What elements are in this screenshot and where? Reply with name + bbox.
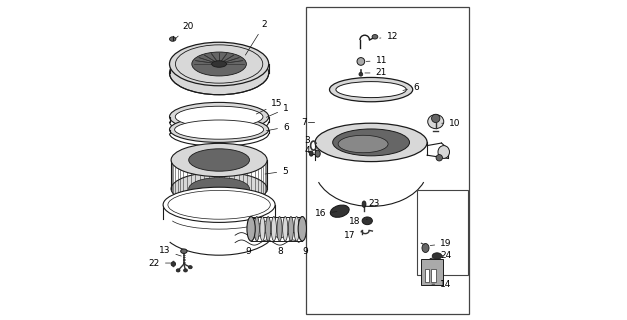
Ellipse shape <box>432 253 442 259</box>
Ellipse shape <box>436 155 443 161</box>
Ellipse shape <box>254 217 260 241</box>
Ellipse shape <box>163 187 275 222</box>
Text: 20: 20 <box>176 22 194 39</box>
Text: 7: 7 <box>302 118 307 127</box>
Text: 11: 11 <box>366 56 387 65</box>
Ellipse shape <box>357 58 365 65</box>
Ellipse shape <box>171 262 176 266</box>
Ellipse shape <box>300 217 305 241</box>
Ellipse shape <box>283 217 288 241</box>
Text: 16: 16 <box>315 209 337 218</box>
Ellipse shape <box>169 42 269 86</box>
Ellipse shape <box>336 82 406 98</box>
Ellipse shape <box>372 35 378 39</box>
Ellipse shape <box>175 120 263 139</box>
Ellipse shape <box>176 106 263 127</box>
Text: 23: 23 <box>364 199 380 208</box>
Ellipse shape <box>212 61 226 67</box>
Ellipse shape <box>333 129 409 156</box>
Ellipse shape <box>248 217 254 241</box>
Text: 6: 6 <box>266 123 288 132</box>
Text: 1: 1 <box>266 104 288 117</box>
Ellipse shape <box>362 201 366 207</box>
Ellipse shape <box>169 37 176 41</box>
Ellipse shape <box>362 217 372 225</box>
Text: 14: 14 <box>432 280 451 289</box>
Ellipse shape <box>288 217 293 241</box>
Ellipse shape <box>188 266 192 269</box>
Ellipse shape <box>438 146 450 158</box>
Ellipse shape <box>315 150 320 157</box>
Bar <box>431 269 436 282</box>
Bar <box>418 190 468 275</box>
Text: 21: 21 <box>365 68 387 77</box>
Ellipse shape <box>171 143 267 177</box>
Text: 9: 9 <box>303 247 308 256</box>
Text: 12: 12 <box>379 32 398 41</box>
Bar <box>307 7 469 314</box>
Bar <box>421 259 443 285</box>
Ellipse shape <box>169 51 269 95</box>
Ellipse shape <box>298 217 307 241</box>
Ellipse shape <box>189 149 250 171</box>
Ellipse shape <box>338 135 388 153</box>
Ellipse shape <box>169 117 269 142</box>
Ellipse shape <box>277 217 282 241</box>
Ellipse shape <box>294 217 299 241</box>
Ellipse shape <box>330 77 413 102</box>
Text: 6: 6 <box>403 83 419 92</box>
Text: 17: 17 <box>344 231 362 240</box>
Text: 3: 3 <box>305 136 310 145</box>
Ellipse shape <box>359 72 363 76</box>
Text: 19: 19 <box>430 239 451 248</box>
Ellipse shape <box>309 151 313 156</box>
Text: 22: 22 <box>149 259 171 268</box>
Ellipse shape <box>428 115 444 129</box>
Ellipse shape <box>181 249 187 253</box>
Ellipse shape <box>422 244 429 252</box>
Ellipse shape <box>169 102 269 131</box>
Ellipse shape <box>247 217 255 241</box>
Text: 13: 13 <box>159 246 181 256</box>
Text: 2: 2 <box>245 20 267 55</box>
Ellipse shape <box>184 269 187 272</box>
Ellipse shape <box>431 114 440 123</box>
Text: 24: 24 <box>440 251 451 260</box>
Bar <box>425 269 429 282</box>
Ellipse shape <box>330 205 349 217</box>
Ellipse shape <box>271 217 277 241</box>
Ellipse shape <box>260 217 265 241</box>
Text: 18: 18 <box>349 217 367 226</box>
Ellipse shape <box>176 269 180 272</box>
Text: 8: 8 <box>277 247 283 256</box>
Ellipse shape <box>171 172 267 205</box>
Text: 15: 15 <box>256 100 283 114</box>
Text: 4: 4 <box>305 146 310 155</box>
Text: 5: 5 <box>265 167 288 176</box>
Text: 9: 9 <box>245 247 251 256</box>
Text: 10: 10 <box>441 119 461 128</box>
Ellipse shape <box>192 52 246 76</box>
Ellipse shape <box>266 217 271 241</box>
Ellipse shape <box>315 123 427 162</box>
Ellipse shape <box>189 178 250 200</box>
